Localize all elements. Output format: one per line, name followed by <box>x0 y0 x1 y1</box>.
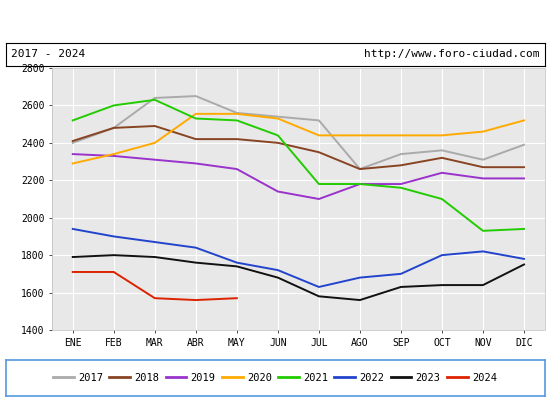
Legend: 2017, 2018, 2019, 2020, 2021, 2022, 2023, 2024: 2017, 2018, 2019, 2020, 2021, 2022, 2023… <box>49 369 501 387</box>
Text: 2017 - 2024: 2017 - 2024 <box>11 49 85 59</box>
Text: http://www.foro-ciudad.com: http://www.foro-ciudad.com <box>364 49 539 59</box>
Text: Evolucion del paro registrado en Almansa: Evolucion del paro registrado en Almansa <box>100 14 450 28</box>
